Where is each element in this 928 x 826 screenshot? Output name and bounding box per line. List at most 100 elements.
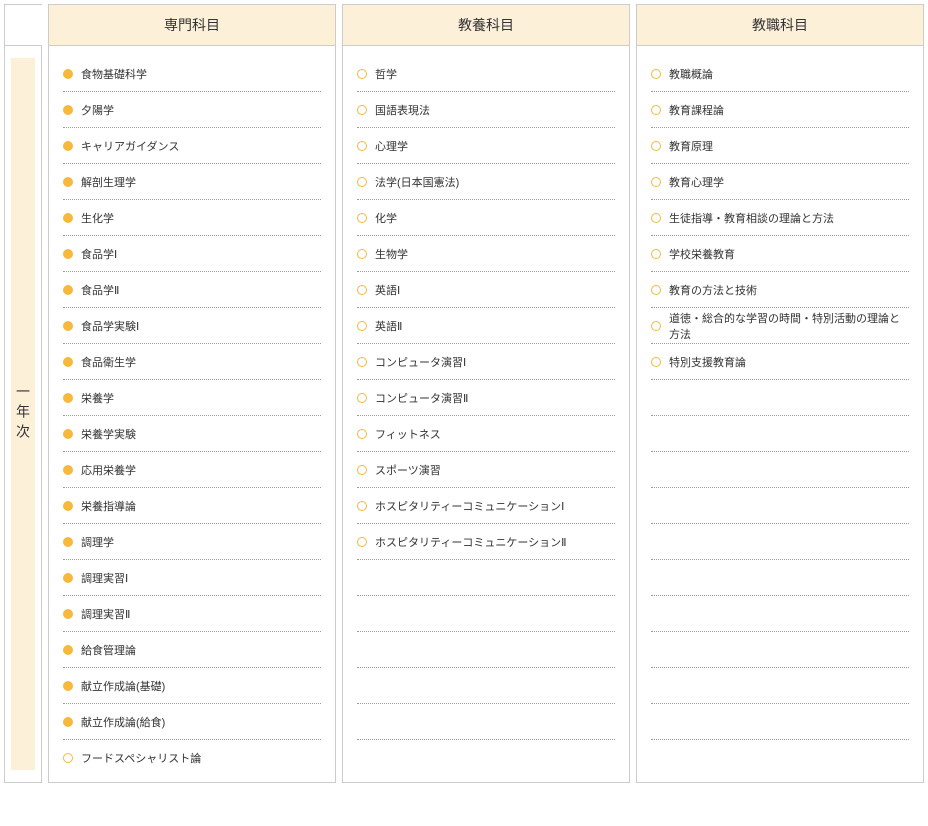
course-row [651, 524, 909, 560]
bullet-filled-icon [63, 249, 73, 259]
course-label: 生物学 [375, 246, 408, 262]
course-row: 英語Ⅰ [357, 272, 615, 308]
curriculum-table: 専門科目 教養科目 教職科目 一年次 食物基礎科学夕陽学キャリアガイダンス解剖生… [4, 4, 924, 783]
bullet-open-icon [357, 537, 367, 547]
course-label: 学校栄養教育 [669, 246, 735, 262]
course-row [651, 632, 909, 668]
course-label: 英語Ⅱ [375, 318, 402, 334]
bullet-open-icon [651, 69, 661, 79]
course-row: 学校栄養教育 [651, 236, 909, 272]
bullet-open-icon [357, 213, 367, 223]
course-label: 食物基礎科学 [81, 66, 147, 82]
course-row: フィットネス [357, 416, 615, 452]
bullet-open-icon [651, 321, 661, 331]
column-header-2: 教職科目 [636, 4, 924, 46]
course-label: 食品学実験Ⅰ [81, 318, 139, 334]
course-row [651, 380, 909, 416]
course-row [651, 704, 909, 740]
bullet-filled-icon [63, 573, 73, 583]
course-row [651, 416, 909, 452]
course-row: ホスピタリティーコミュニケーションⅡ [357, 524, 615, 560]
course-row: 教育課程論 [651, 92, 909, 128]
course-label: 食品学Ⅰ [81, 246, 117, 262]
course-row [357, 740, 615, 776]
bullet-open-icon [651, 105, 661, 115]
course-row: スポーツ演習 [357, 452, 615, 488]
course-row: 栄養指導論 [63, 488, 321, 524]
course-label: 哲学 [375, 66, 397, 82]
course-row [357, 668, 615, 704]
course-row [357, 596, 615, 632]
course-row: 栄養学 [63, 380, 321, 416]
course-row: キャリアガイダンス [63, 128, 321, 164]
course-row: 教職概論 [651, 56, 909, 92]
course-row: 食品学Ⅱ [63, 272, 321, 308]
course-row: 教育の方法と技術 [651, 272, 909, 308]
course-label: 化学 [375, 210, 397, 226]
course-row [651, 560, 909, 596]
bullet-filled-icon [63, 465, 73, 475]
cell-col0: 食物基礎科学夕陽学キャリアガイダンス解剖生理学生化学食品学Ⅰ食品学Ⅱ食品学実験Ⅰ… [48, 46, 336, 783]
course-row: 生徒指導・教育相談の理論と方法 [651, 200, 909, 236]
bullet-open-icon [357, 141, 367, 151]
course-row [651, 452, 909, 488]
bullet-filled-icon [63, 321, 73, 331]
column-header-1: 教養科目 [342, 4, 630, 46]
bullet-filled-icon [63, 285, 73, 295]
course-row: 教育心理学 [651, 164, 909, 200]
column-header-0: 専門科目 [48, 4, 336, 46]
course-row: 生物学 [357, 236, 615, 272]
course-label: 法学(日本国憲法) [375, 174, 459, 190]
bullet-filled-icon [63, 177, 73, 187]
course-row [651, 668, 909, 704]
course-label: 献立作成論(給食) [81, 714, 165, 730]
bullet-filled-icon [63, 69, 73, 79]
course-label: スポーツ演習 [375, 462, 441, 478]
course-row: 教育原理 [651, 128, 909, 164]
row-header-label: 一年次 [11, 58, 35, 770]
bullet-open-icon [357, 429, 367, 439]
course-row: 食品学実験Ⅰ [63, 308, 321, 344]
bullet-filled-icon [63, 357, 73, 367]
cell-col1: 哲学国語表現法心理学法学(日本国憲法)化学生物学英語Ⅰ英語Ⅱコンピュータ演習Ⅰコ… [342, 46, 630, 783]
course-label: 栄養学実験 [81, 426, 136, 442]
course-label: 教職概論 [669, 66, 713, 82]
course-label: キャリアガイダンス [81, 138, 179, 154]
course-label: 特別支援教育論 [669, 354, 746, 370]
course-row: ホスピタリティーコミュニケーションⅠ [357, 488, 615, 524]
bullet-filled-icon [63, 717, 73, 727]
course-row: 特別支援教育論 [651, 344, 909, 380]
course-row: 哲学 [357, 56, 615, 92]
bullet-open-icon [357, 393, 367, 403]
course-row: 食品衛生学 [63, 344, 321, 380]
course-label: 道徳・総合的な学習の時間・特別活動の理論と方法 [669, 310, 909, 342]
bullet-open-icon [357, 177, 367, 187]
course-label: 教育心理学 [669, 174, 724, 190]
course-label: 英語Ⅰ [375, 282, 400, 298]
course-label: コンピュータ演習Ⅰ [375, 354, 466, 370]
course-row: 給食管理論 [63, 632, 321, 668]
course-row: 解剖生理学 [63, 164, 321, 200]
course-label: 調理実習Ⅱ [81, 606, 130, 622]
course-label: 教育の方法と技術 [669, 282, 757, 298]
course-label: ホスピタリティーコミュニケーションⅠ [375, 498, 564, 514]
course-row: 化学 [357, 200, 615, 236]
course-row [651, 740, 909, 776]
bullet-open-icon [651, 249, 661, 259]
cell-col2: 教職概論教育課程論教育原理教育心理学生徒指導・教育相談の理論と方法学校栄養教育教… [636, 46, 924, 783]
bullet-open-icon [651, 177, 661, 187]
bullet-open-icon [651, 357, 661, 367]
bullet-open-icon [651, 141, 661, 151]
course-row: 法学(日本国憲法) [357, 164, 615, 200]
bullet-open-icon [63, 753, 73, 763]
bullet-filled-icon [63, 105, 73, 115]
bullet-open-icon [651, 285, 661, 295]
course-label: 応用栄養学 [81, 462, 136, 478]
course-row: 栄養学実験 [63, 416, 321, 452]
course-row: 調理実習Ⅰ [63, 560, 321, 596]
bullet-filled-icon [63, 681, 73, 691]
bullet-filled-icon [63, 645, 73, 655]
course-row [651, 596, 909, 632]
bullet-open-icon [357, 465, 367, 475]
bullet-open-icon [357, 249, 367, 259]
